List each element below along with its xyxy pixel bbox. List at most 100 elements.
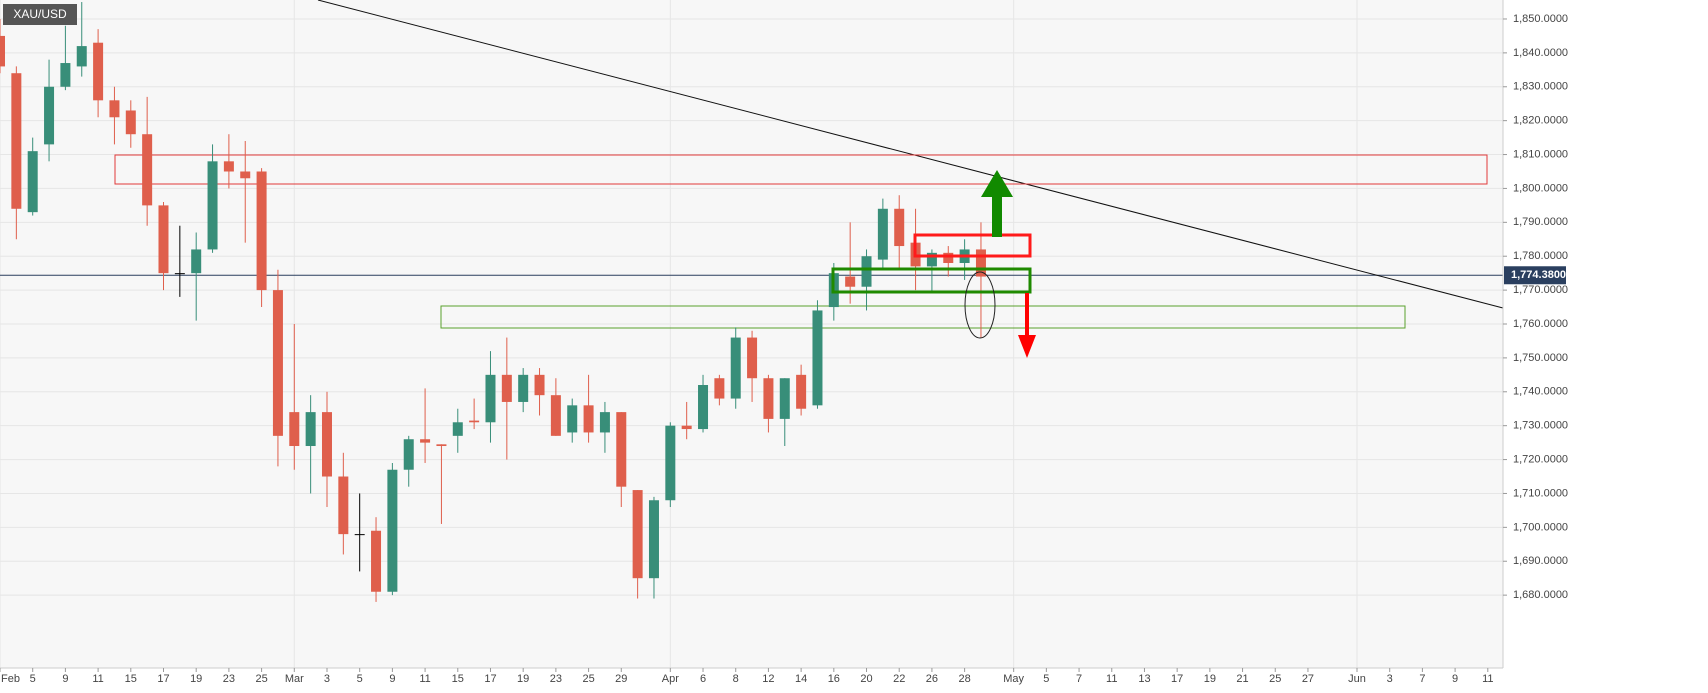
x-tick-label: 5 xyxy=(357,673,363,685)
candle-body xyxy=(93,42,104,101)
y-tick-label: 1,680.0000 xyxy=(1513,589,1568,601)
support-zone xyxy=(440,305,1406,329)
candle-body xyxy=(207,161,218,250)
down-arrow xyxy=(1025,293,1029,336)
candle-body xyxy=(665,425,676,501)
candle-body xyxy=(599,412,610,433)
y-tick-label: 1,810.0000 xyxy=(1513,148,1568,160)
up-arrow xyxy=(981,170,1013,197)
x-tick-label: 7 xyxy=(1419,673,1425,685)
candle-body xyxy=(730,337,741,399)
candle-body xyxy=(763,378,774,419)
x-tick-label: 25 xyxy=(582,673,594,685)
x-tick-label: 8 xyxy=(733,673,739,685)
x-tick-label: 7 xyxy=(1076,673,1082,685)
candle-body xyxy=(27,151,38,213)
candle-body xyxy=(305,412,316,447)
candle-body xyxy=(812,310,823,406)
candle-body xyxy=(354,534,365,536)
candle-body xyxy=(0,35,5,67)
x-tick-label: 11 xyxy=(1482,673,1493,685)
candle-body xyxy=(158,205,169,274)
candle-body xyxy=(894,208,905,247)
x-tick-label: 16 xyxy=(828,673,840,685)
candle-body xyxy=(223,161,234,172)
candle-body xyxy=(926,252,937,267)
candle-body xyxy=(387,469,398,592)
x-tick-label: 12 xyxy=(762,673,774,685)
y-tick-label: 1,740.0000 xyxy=(1513,386,1568,398)
y-tick-label: 1,790.0000 xyxy=(1513,216,1568,228)
range-box xyxy=(913,233,1032,258)
candle-body xyxy=(240,171,251,179)
candle-body xyxy=(452,422,463,436)
y-tick-label: 1,830.0000 xyxy=(1513,81,1568,93)
x-tick-label: 19 xyxy=(190,673,202,685)
x-tick-label: 5 xyxy=(1043,673,1049,685)
y-tick-label: 1,700.0000 xyxy=(1513,521,1568,533)
candle-body xyxy=(714,378,725,399)
x-tick-label: 19 xyxy=(517,673,529,685)
candle-body xyxy=(256,171,267,291)
candle-body xyxy=(534,374,545,396)
x-tick-label: 5 xyxy=(30,673,36,685)
plot-area xyxy=(0,0,1503,668)
symbol-box xyxy=(3,4,77,25)
y-tick-label: 1,800.0000 xyxy=(1513,182,1568,194)
x-tick-label: 19 xyxy=(1204,673,1216,685)
x-tick-label: 15 xyxy=(125,673,137,685)
x-tick-label: 14 xyxy=(795,673,807,685)
candle-body xyxy=(518,374,529,402)
trend-line xyxy=(317,0,1504,309)
x-tick-label: 25 xyxy=(1269,673,1281,685)
x-tick-label: 9 xyxy=(62,673,68,685)
x-tick-label: 25 xyxy=(255,673,267,685)
x-tick-label: 17 xyxy=(1171,673,1183,685)
candle-body xyxy=(436,444,447,447)
annotations xyxy=(114,0,1504,329)
candle-body xyxy=(779,378,790,419)
x-tick-label: 11 xyxy=(419,673,430,685)
x-tick-label: 9 xyxy=(1452,673,1458,685)
candle-body xyxy=(501,374,512,402)
x-tick-label: 27 xyxy=(1302,673,1314,685)
candle-body xyxy=(796,374,807,409)
y-tick-label: 1,820.0000 xyxy=(1513,115,1568,127)
y-tick-label: 1,710.0000 xyxy=(1513,487,1568,499)
candle-body xyxy=(420,439,431,443)
candle-body xyxy=(632,490,643,579)
up-arrow xyxy=(992,196,1002,237)
x-month-label: Apr xyxy=(662,673,679,685)
x-tick-label: 17 xyxy=(157,673,169,685)
resistance-zone xyxy=(114,154,1488,185)
x-tick-label: 15 xyxy=(452,673,464,685)
x-month-label: Jun xyxy=(1348,673,1366,685)
x-tick-label: 26 xyxy=(926,673,938,685)
candle-body xyxy=(861,256,872,287)
x-tick-label: 23 xyxy=(550,673,562,685)
x-tick-label: 22 xyxy=(893,673,905,685)
axes: 1,680.0000 1,690.0000 1,700.0000 1,710.0000… xyxy=(0,13,1568,685)
candle-body xyxy=(845,276,856,287)
candle-body xyxy=(747,337,758,379)
range-box xyxy=(831,267,1032,294)
candle-body xyxy=(272,290,283,436)
y-tick-label: 1,780.0000 xyxy=(1513,250,1568,262)
candle-body xyxy=(469,420,480,423)
candle-body xyxy=(583,405,594,433)
annotations xyxy=(831,170,1036,358)
x-month-label: Feb xyxy=(1,673,20,685)
x-tick-label: 21 xyxy=(1236,673,1248,685)
candle-body xyxy=(403,439,414,470)
x-tick-label: 3 xyxy=(324,673,330,685)
candle-body xyxy=(616,412,627,487)
candle-body xyxy=(109,100,120,118)
x-tick-label: 9 xyxy=(389,673,395,685)
candle-body xyxy=(338,476,349,535)
y-tick-label: 1,730.0000 xyxy=(1513,420,1568,432)
candle-body xyxy=(567,405,578,433)
down-arrow xyxy=(1018,335,1036,358)
y-tick-label: 1,770.0000 xyxy=(1513,284,1568,296)
x-tick-label: 28 xyxy=(958,673,970,685)
